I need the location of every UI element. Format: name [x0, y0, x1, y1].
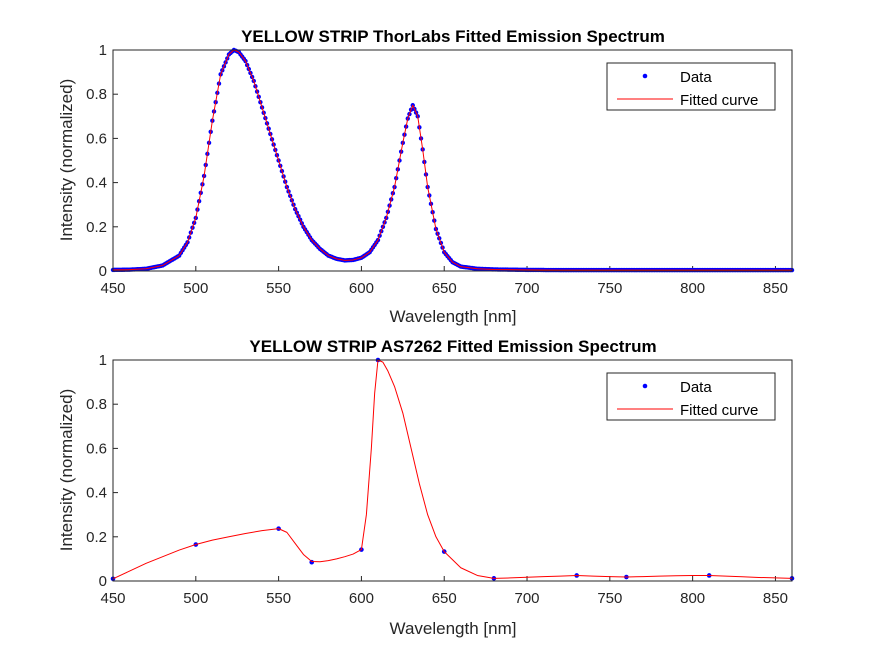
x-tick-label: 850 [763, 280, 788, 297]
y-tick-label: 0.6 [86, 130, 107, 147]
legend-data-marker [642, 383, 648, 389]
legend-entry-data: Data [680, 69, 712, 86]
legend-entry-fit: Fitted curve [680, 92, 758, 109]
x-tick-label: 800 [680, 280, 705, 297]
y-tick-label: 0.4 [86, 485, 107, 502]
x-tick-label: 550 [266, 590, 291, 607]
axes-box [112, 49, 793, 272]
x-tick-label: 600 [349, 280, 374, 297]
legend-box [606, 372, 776, 421]
y-tick-label: 0.2 [86, 529, 107, 546]
y-tick-labels: 0 0.2 0.4 0.6 0.8 1 [86, 352, 118, 590]
x-tick-label: 600 [349, 590, 374, 607]
x-tick-label: 450 [100, 280, 125, 297]
x-tick-label: 650 [432, 280, 457, 297]
x-tick-label: 800 [680, 590, 705, 607]
y-tick-label: 0.2 [86, 219, 107, 236]
x-tick-label: 750 [597, 280, 622, 297]
x-tick-label: 500 [183, 280, 208, 297]
fitted-curve-line [112, 49, 792, 271]
x-tick-label: 700 [515, 280, 540, 297]
y-tick-label: 0 [99, 573, 107, 590]
x-tick-label: 750 [597, 590, 622, 607]
y-tick-label: 1 [99, 352, 107, 369]
legend: Data Fitted curve [606, 62, 776, 111]
y-tick-label: 0 [99, 263, 107, 280]
x-tick-label: 700 [515, 590, 540, 607]
chart-top: YELLOW STRIP ThorLabs Fitted Emission Sp… [57, 27, 795, 326]
chart-bottom: YELLOW STRIP AS7262 Fitted Emission Spec… [57, 337, 795, 638]
x-tick-labels: 450 500 550 600 650 700 750 800 850 [100, 576, 788, 607]
x-axis-label: Wavelength [nm] [390, 307, 517, 326]
x-tick-label: 550 [266, 280, 291, 297]
y-axis-label: Intensity (normalized) [57, 79, 76, 242]
x-tick-labels: 450 500 550 600 650 700 750 800 850 [100, 266, 788, 297]
axes-box [112, 359, 793, 582]
x-tick-label: 850 [763, 590, 788, 607]
y-tick-label: 0.4 [86, 175, 107, 192]
chart-title: YELLOW STRIP ThorLabs Fitted Emission Sp… [241, 27, 665, 46]
x-tick-label: 500 [183, 590, 208, 607]
x-tick-label: 450 [100, 590, 125, 607]
legend-entry-fit: Fitted curve [680, 402, 758, 419]
x-tick-label: 650 [432, 590, 457, 607]
legend-entry-data: Data [680, 379, 712, 396]
legend-data-marker [642, 73, 648, 79]
legend: Data Fitted curve [606, 372, 776, 421]
y-axis-label: Intensity (normalized) [57, 389, 76, 552]
y-tick-label: 0.6 [86, 440, 107, 457]
x-axis-label: Wavelength [nm] [390, 619, 517, 638]
legend-box [606, 62, 776, 111]
y-tick-label: 1 [99, 42, 107, 59]
y-tick-label: 0.8 [86, 86, 107, 103]
chart-title: YELLOW STRIP AS7262 Fitted Emission Spec… [249, 337, 656, 356]
fitted-curve-line [112, 359, 793, 580]
y-tick-label: 0.8 [86, 396, 107, 413]
y-tick-labels: 0 0.2 0.4 0.6 0.8 1 [86, 42, 118, 280]
